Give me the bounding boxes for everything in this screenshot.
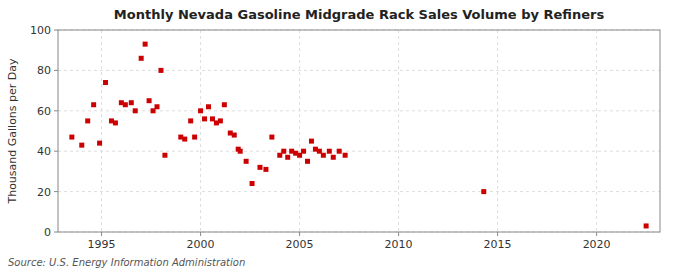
y-tick-label: 60 <box>37 105 51 118</box>
point <box>133 108 138 113</box>
point <box>155 104 160 109</box>
point <box>129 100 134 105</box>
grid-line-y <box>58 70 660 71</box>
point <box>337 149 342 154</box>
plot-frame <box>58 30 660 232</box>
y-tick <box>54 110 58 111</box>
point <box>309 139 314 144</box>
y-tick-label: 0 <box>44 226 51 239</box>
point <box>97 141 102 146</box>
point <box>206 104 211 109</box>
grid-line-x <box>398 30 399 232</box>
point <box>198 108 203 113</box>
x-tick-label: 2000 <box>187 238 215 251</box>
point <box>343 153 348 158</box>
point <box>113 120 118 125</box>
y-axis-label: Thousand Gallons per Day <box>6 58 19 205</box>
point <box>202 116 207 121</box>
point <box>281 149 286 154</box>
point <box>321 153 326 158</box>
point <box>147 98 152 103</box>
x-tick <box>596 232 597 236</box>
point <box>139 56 144 61</box>
grid-line-x <box>497 30 498 232</box>
point <box>263 167 268 172</box>
point <box>244 159 249 164</box>
y-tick <box>54 191 58 192</box>
grid-line-y <box>58 151 660 152</box>
point <box>182 137 187 142</box>
x-tick <box>497 232 498 236</box>
y-tick <box>54 151 58 152</box>
point <box>232 133 237 138</box>
x-tick-label: 2010 <box>385 238 413 251</box>
point <box>238 149 243 154</box>
axes: 1995 2000 2005 2010 2015 2020 0 20 40 60 80 100 <box>30 24 611 251</box>
point <box>158 68 163 73</box>
grid-line-x <box>101 30 102 232</box>
grid-line-y <box>58 110 660 111</box>
point <box>257 165 262 170</box>
x-tick-label: 2015 <box>484 238 512 251</box>
y-tick-label: 20 <box>37 186 51 199</box>
annotation: Source: U.S. Energy Information Administ… <box>8 257 245 268</box>
point <box>91 102 96 107</box>
y-tick-label: 80 <box>37 64 51 77</box>
points <box>69 42 648 229</box>
point <box>331 155 336 160</box>
page: {"chart_data": { "type": "scatter", "tit… <box>0 0 675 275</box>
y-tick-label: 100 <box>30 24 51 37</box>
point <box>85 118 90 123</box>
x-tick <box>200 232 201 236</box>
y-tick <box>54 70 58 71</box>
title: Monthly Nevada Gasoline Midgrade Rack Sa… <box>114 7 605 22</box>
point <box>103 80 108 85</box>
y-tick-label: 40 <box>37 145 51 158</box>
point <box>327 149 332 154</box>
x-tick <box>398 232 399 236</box>
point <box>644 223 649 228</box>
x-tick <box>299 232 300 236</box>
grid-line-x <box>200 30 201 232</box>
y-tick <box>54 30 58 31</box>
point <box>218 118 223 123</box>
grid <box>58 30 660 232</box>
y-tick <box>54 232 58 233</box>
point <box>162 153 167 158</box>
point <box>305 159 310 164</box>
grid-line-x <box>596 30 597 232</box>
grid-line-x <box>299 30 300 232</box>
x-tick-label: 1995 <box>88 238 116 251</box>
point <box>269 135 274 140</box>
point <box>123 102 128 107</box>
point <box>222 102 227 107</box>
point <box>69 135 74 140</box>
point <box>285 155 290 160</box>
point <box>250 181 255 186</box>
point <box>481 189 486 194</box>
grid-line-y <box>58 191 660 192</box>
point <box>301 149 306 154</box>
point <box>79 143 84 148</box>
point <box>192 135 197 140</box>
x-tick-label: 2005 <box>286 238 314 251</box>
chart: 1995 2000 2005 2010 2015 2020 0 20 40 60 80 100 Mont… <box>0 0 675 275</box>
point <box>143 42 148 47</box>
x-tick-label: 2020 <box>583 238 611 251</box>
x-tick <box>101 232 102 236</box>
point <box>188 118 193 123</box>
